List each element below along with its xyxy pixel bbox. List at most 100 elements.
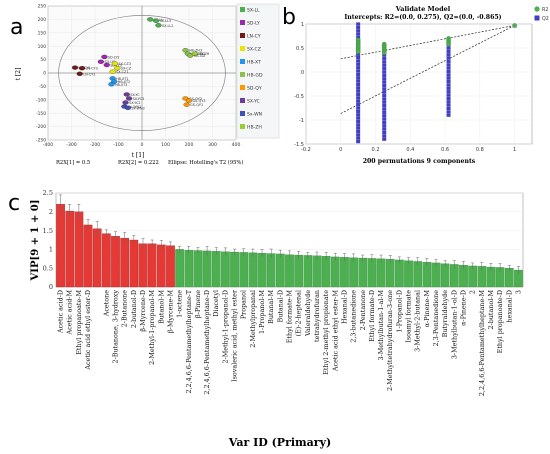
score-point-label: HB-GD3: [191, 52, 205, 56]
q2-point: [356, 59, 361, 63]
q2-point: [356, 72, 361, 76]
y-tick-label: 1: [49, 246, 53, 254]
panel-label-c: c: [8, 191, 20, 216]
q2-point: [446, 49, 451, 53]
score-point: [101, 54, 108, 60]
vip-bar: [358, 257, 368, 288]
q2-point: [382, 77, 387, 81]
q2-point: [356, 25, 361, 29]
panel-a-xlabel: t [1]: [132, 152, 145, 159]
category-label: 2-Butanone: [121, 290, 129, 327]
q2-point: [446, 59, 451, 64]
category-label: β-Myrcene-D: [139, 290, 147, 332]
legend-r2-marker: [534, 6, 540, 12]
x-tick-label: -400: [43, 142, 54, 148]
category-label: Acetic acid-M: [66, 290, 74, 336]
category-label: tetrahydrofuran: [313, 290, 321, 342]
y-tick-label: -200: [36, 124, 46, 130]
category-label: β-Pinene: [194, 290, 202, 318]
score-point-label: HB-ZH3: [189, 49, 202, 53]
panel-c-category-labels: Acetic acid-D Acetic acid-M Ethyl propanoa…: [57, 289, 523, 396]
panel-b-subtitle: Intercepts: R2=(0.0, 0.275), Q2=(0.0, -0…: [344, 14, 501, 21]
score-point-label: SX-LL2: [162, 24, 173, 28]
q2-point: [382, 70, 387, 74]
score-point: [152, 18, 160, 23]
category-label: 2-Methyl-1-propanol-M: [148, 290, 156, 365]
category-label: 2-Methyltetrahydrofuran-3-one: [386, 290, 394, 391]
legend-swatch: [240, 111, 245, 116]
vip-bar: [294, 254, 303, 288]
legend-swatch: [240, 59, 245, 64]
panel-a-footnote-2: R2X[2] = 0.222: [118, 160, 159, 166]
category-label: α-Pinene-M: [423, 290, 431, 328]
legend-label: SX-YC: [247, 99, 260, 105]
y-tick-label: 1.5: [43, 227, 53, 235]
q2-point: [356, 29, 361, 33]
regression-line: [340, 25, 515, 114]
score-point-label: HB-ZH: [198, 52, 209, 56]
score-point: [103, 62, 110, 68]
vip-bar: [230, 251, 239, 288]
category-label: Butanal-M: [267, 290, 275, 324]
category-label: Butanal-D: [276, 290, 284, 322]
score-point: [122, 100, 129, 105]
q2-point: [356, 103, 361, 107]
r2-point: [381, 50, 387, 56]
q2-point: [446, 106, 451, 111]
q2-point: [382, 137, 387, 141]
legend-swatch: [240, 20, 245, 25]
panel-c-axes: 0 0.5 1 1.5 2 2.5: [43, 189, 53, 291]
x-tick-label: 1: [513, 147, 516, 153]
legend-label: R2: [542, 7, 548, 13]
q2-point: [382, 97, 387, 101]
y-tick-label: 2: [49, 208, 53, 216]
score-point: [183, 102, 190, 107]
panel-b: Validate Model Intercepts: R2=(0.0, 0.27…: [294, 5, 549, 165]
y-tick-label: -0.5: [294, 94, 304, 100]
score-point-label: SD-LY2: [108, 55, 120, 59]
vip-bar: [221, 251, 230, 288]
q2-point: [446, 69, 451, 74]
panel-c: 00.511.522.5 Acetic acid-D Acetic acid-M E…: [30, 189, 524, 449]
x-tick-label: 300: [208, 142, 217, 148]
category-label: 2-Pentanone: [359, 290, 367, 331]
category-label: 1-octene: [176, 290, 184, 318]
score-point: [76, 71, 83, 76]
score-point: [123, 92, 130, 97]
score-point-label: HB-XT2: [118, 80, 130, 84]
y-tick-label: -1.5: [294, 142, 304, 148]
score-point-label: GS-QY2: [189, 97, 202, 101]
vip-bar: [239, 252, 249, 288]
q2-point: [356, 129, 361, 134]
vip-bar: [404, 260, 413, 288]
q2-point: [382, 120, 387, 124]
legend-label: SD-LY: [247, 21, 260, 27]
q2-point: [356, 35, 361, 40]
category-label: Ethyl formate-D: [368, 290, 376, 342]
category-label: Propanol: [240, 290, 248, 319]
vip-bar: [111, 236, 120, 288]
panel-c-xlabel: Var ID (Primary): [228, 436, 331, 449]
score-point-label: SX-YC3: [133, 97, 145, 101]
category-label: 2,2,4,6,6-Pentamethylheptane-T: [185, 289, 193, 393]
score-point: [185, 98, 193, 103]
vip-bar: [74, 211, 84, 288]
score-point: [111, 61, 119, 66]
y-tick-label: -150: [36, 111, 46, 117]
y-tick-label: 0.5: [43, 264, 53, 272]
q2-point: [356, 32, 361, 36]
category-label: Hexanal-D: [340, 290, 348, 324]
q2-point: [382, 130, 387, 135]
x-tick-label: 0.8: [476, 147, 484, 153]
vip-bar: [340, 257, 349, 288]
panel-b-grid: [305, 23, 532, 145]
q2-point: [382, 60, 387, 64]
panel-a-ylabel: t [2]: [15, 68, 22, 81]
vip-bar: [184, 250, 194, 288]
x-tick-label: 400: [232, 142, 241, 148]
panel-a-footnote-3: Ellipse: Hotelling's T2 (95%): [168, 159, 243, 166]
score-point: [78, 66, 86, 71]
score-point-label: SX-CZ1: [116, 70, 128, 74]
q2-point: [356, 79, 361, 83]
